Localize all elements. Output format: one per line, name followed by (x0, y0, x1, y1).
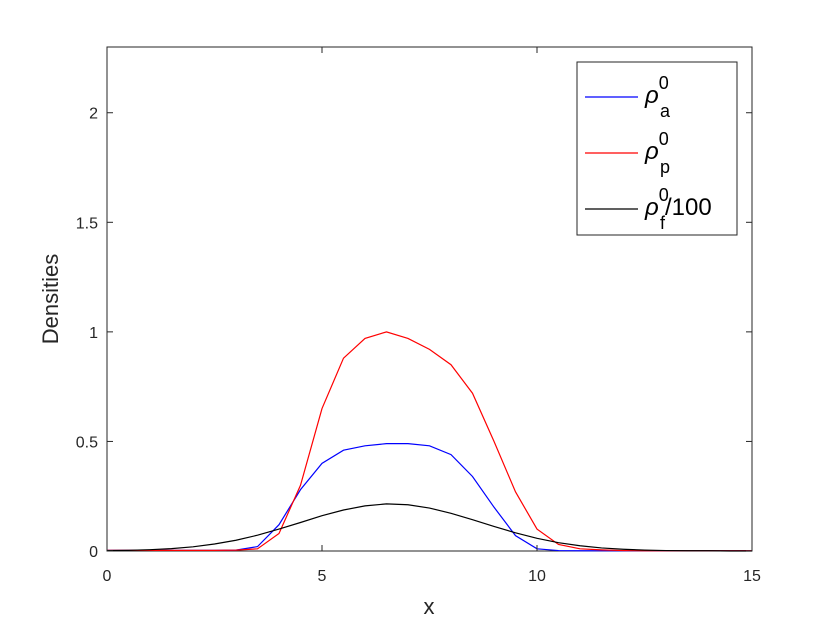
y-tick-label: 1 (89, 325, 98, 342)
legend-subscript: f (660, 213, 666, 233)
x-axis-label: x (424, 594, 435, 619)
legend-superscript: 0 (659, 185, 669, 205)
y-tick-label: 1.5 (76, 215, 98, 232)
legend-box (576, 61, 738, 236)
x-tick-label: 0 (103, 568, 112, 585)
x-tick-label: 10 (528, 568, 546, 585)
legend-subscript: a (660, 101, 671, 121)
x-tick-label: 15 (743, 568, 761, 585)
y-tick-label: 2 (89, 106, 98, 123)
legend-suffix: /100 (665, 194, 712, 221)
series-line (107, 331, 752, 552)
legend-superscript: 0 (659, 73, 669, 93)
x-tick-label: 5 (318, 568, 327, 585)
legend-symbol: ρ (644, 194, 659, 221)
legend-label: ρ0 f/100 (644, 185, 712, 233)
legend-symbol: ρ (644, 138, 659, 165)
y-tick-label: 0.5 (76, 434, 98, 451)
y-axis-label: Densities (38, 254, 63, 344)
legend-label: ρ0 a (644, 73, 671, 121)
legend-superscript: 0 (659, 129, 669, 149)
legend-label: ρ0 p (644, 129, 670, 177)
series-line (106, 503, 752, 552)
legend-subscript: p (660, 157, 670, 177)
legend-symbol: ρ (644, 82, 659, 109)
y-tick-label: 0 (89, 544, 98, 561)
plot (106, 331, 752, 552)
